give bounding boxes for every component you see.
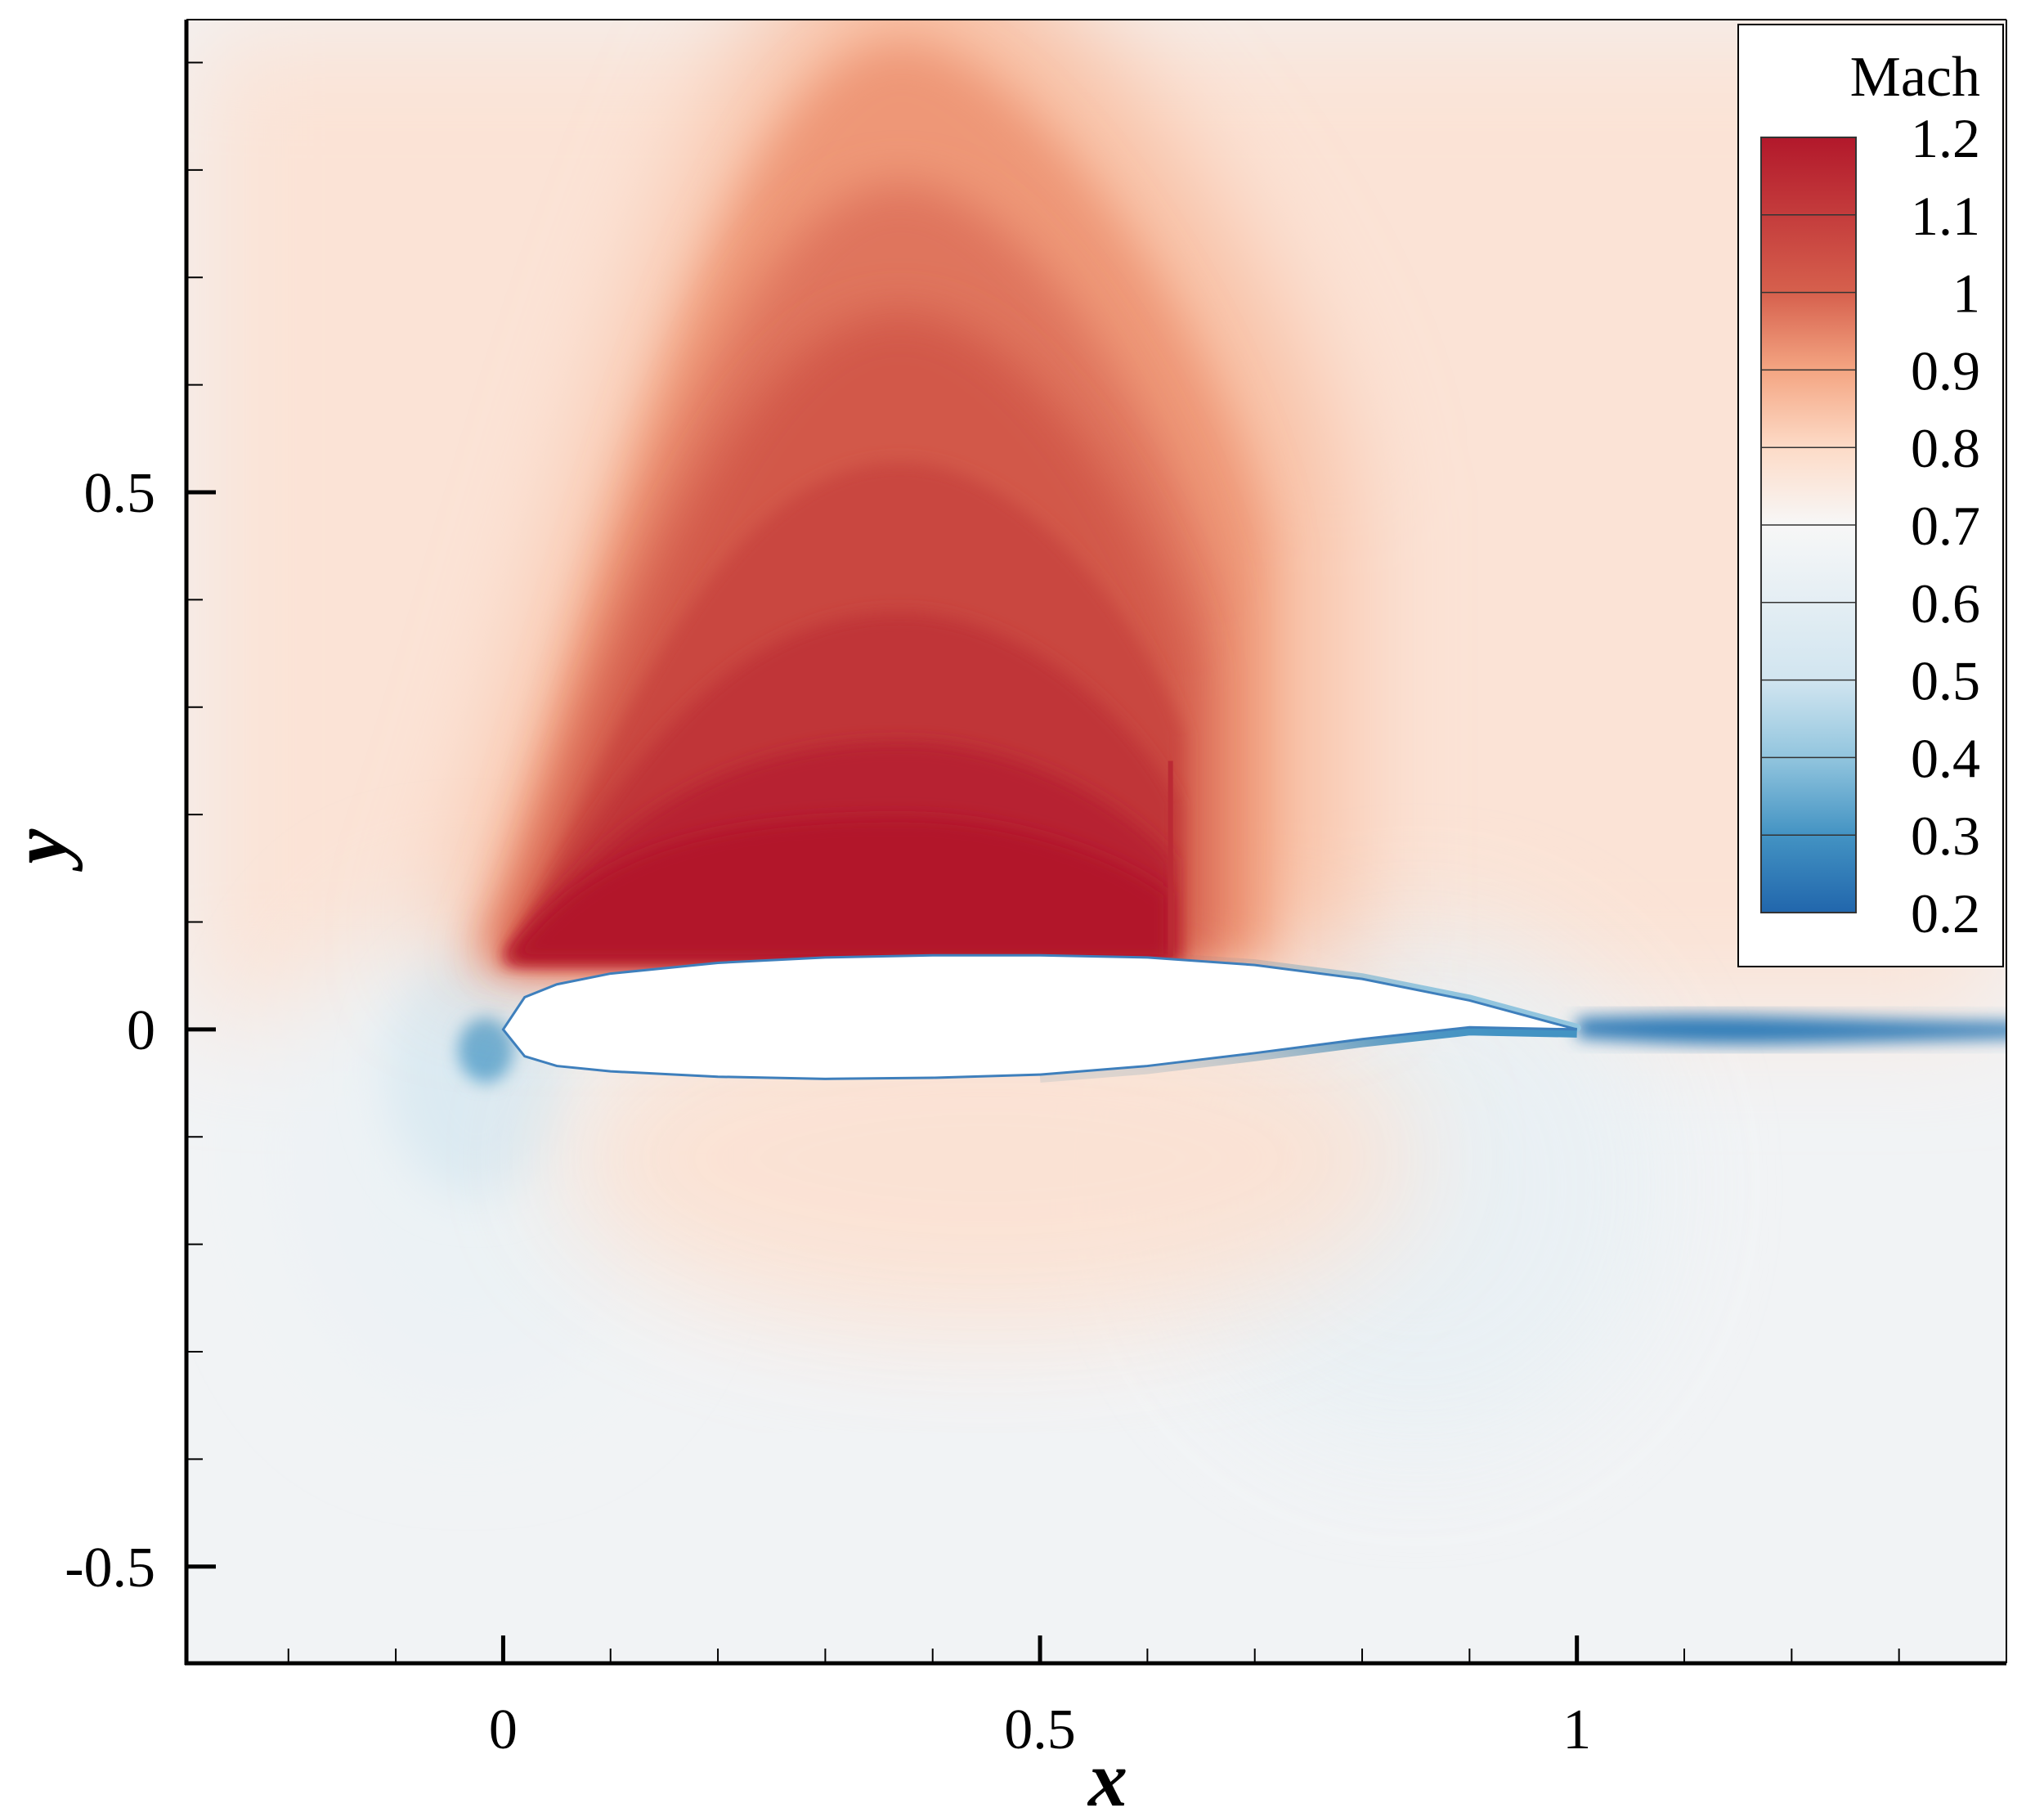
- legend-label: 0.4: [1911, 727, 1980, 789]
- legend-label: 1.1: [1911, 185, 1980, 247]
- x-tick-label: 0: [489, 1698, 518, 1761]
- mach-field-layer: [288, 20, 2006, 1448]
- axes: 0 0.5 1 0.50-0.5 x y: [0, 19, 2007, 1817]
- y-tick-label: -0.5: [65, 1537, 155, 1599]
- plot-area: [186, 20, 2006, 1663]
- low-speed-region-wake: [1576, 1015, 2006, 1045]
- legend-title: Mach: [1850, 46, 1980, 109]
- x-axis-ticks: 0 0.5 1: [287, 1635, 2007, 1761]
- y-tick-label: 0: [127, 999, 155, 1062]
- legend-label: 0.6: [1911, 572, 1980, 635]
- legend-label: 1: [1952, 262, 1980, 325]
- boundary-layer: [1143, 951, 1581, 1032]
- legend-label: 0.8: [1911, 417, 1980, 479]
- legend-labels: 1.2 1.1 1 0.9 0.8 0.7 0.6 0.5 0.4 0.3 0.2: [1911, 107, 1980, 944]
- y-tick-label: 0.5: [84, 462, 156, 525]
- airfoil: [501, 953, 1578, 1080]
- legend: Mach 1.2 1.1 1 0.9 0.8 0.7 0.6 0.5 0.4 0.3 0.2: [1737, 24, 2004, 967]
- x-axis-title: x: [1087, 1735, 1127, 1817]
- x-tick-label: 0.5: [1004, 1698, 1076, 1761]
- legend-label: 0.7: [1911, 495, 1980, 557]
- legend-label: 0.3: [1911, 805, 1980, 867]
- legend-colorbar-border: [1760, 137, 1857, 913]
- x-tick-label: 1: [1562, 1698, 1591, 1761]
- low-speed-region-stagnation: [458, 1017, 514, 1083]
- legend-label: 0.9: [1911, 339, 1980, 402]
- y-axis-ticks: 0.5 0 -0.5: [65, 61, 216, 1599]
- legend-label: 0.2: [1911, 882, 1980, 944]
- legend-label: 0.5: [1911, 650, 1980, 712]
- legend-label: 1.2: [1911, 107, 1980, 169]
- y-axis-title: y: [0, 828, 83, 872]
- supersonic-level-7: [508, 816, 1169, 960]
